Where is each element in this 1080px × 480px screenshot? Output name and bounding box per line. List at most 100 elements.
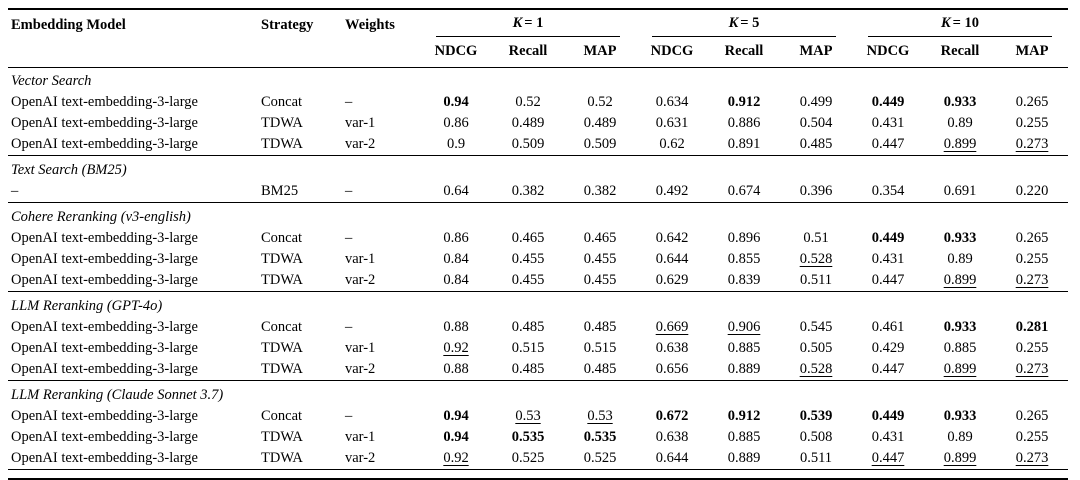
strategy-cell: TDWA bbox=[261, 136, 303, 152]
weights-cell: – bbox=[345, 408, 353, 424]
value-cell: 0.86 bbox=[443, 230, 469, 246]
value-cell: 0.255 bbox=[1015, 429, 1049, 445]
table-row: OpenAI text-embedding-3-large TDWA var-2 0.… bbox=[8, 134, 1068, 156]
weights-cell: var-2 bbox=[345, 272, 376, 288]
value-cell: 0.629 bbox=[655, 272, 689, 288]
section-title-row: Text Search (BM25) bbox=[8, 155, 1069, 181]
model-cell: OpenAI text-embedding-3-large bbox=[11, 340, 198, 356]
col-header-weights: Weights bbox=[342, 9, 420, 68]
model-cell: OpenAI text-embedding-3-large bbox=[11, 429, 198, 445]
weights-cell: – bbox=[345, 94, 353, 110]
strategy-cell: TDWA bbox=[261, 429, 303, 445]
table-row: OpenAI text-embedding-3-large TDWA var-1 0.… bbox=[8, 113, 1068, 134]
strategy-cell: TDWA bbox=[261, 115, 303, 131]
value-cell: 0.642 bbox=[655, 230, 689, 246]
value-cell: 0.273 bbox=[1015, 136, 1049, 152]
strategy-cell: Concat bbox=[261, 94, 303, 110]
value-cell: 0.455 bbox=[511, 251, 545, 267]
table-row: OpenAI text-embedding-3-large Concat – 0.94… bbox=[8, 406, 1068, 427]
k-value: = 1 bbox=[524, 15, 544, 31]
value-cell: 0.485 bbox=[511, 361, 545, 377]
value-cell: 0.265 bbox=[1015, 230, 1049, 246]
value-cell: 0.885 bbox=[727, 429, 761, 445]
value-cell: 0.631 bbox=[655, 115, 689, 131]
table-row: OpenAI text-embedding-3-large TDWA var-2 0.… bbox=[8, 270, 1068, 292]
value-cell: 0.485 bbox=[511, 319, 545, 335]
value-cell: 0.515 bbox=[583, 340, 617, 356]
weights-cell: var-1 bbox=[345, 429, 376, 445]
value-cell: 0.539 bbox=[799, 408, 833, 424]
value-cell: 0.64 bbox=[443, 183, 469, 199]
table-header: Embedding Model Strategy Weights K = 1 K =… bbox=[8, 9, 1069, 68]
value-cell: 0.273 bbox=[1015, 450, 1049, 466]
metric-header-recall: Recall bbox=[708, 37, 780, 68]
strategy-cell: TDWA bbox=[261, 272, 303, 288]
section-title: LLM Reranking (Claude Sonnet 3.7) bbox=[8, 380, 1069, 406]
value-cell: 0.528 bbox=[799, 251, 833, 267]
value-cell: 0.455 bbox=[583, 251, 617, 267]
value-cell: 0.255 bbox=[1015, 340, 1049, 356]
metric-header-row: NDCG Recall MAP NDCG Recall MAP NDCG Rec… bbox=[8, 37, 1069, 68]
value-cell: 0.281 bbox=[1015, 319, 1049, 335]
value-cell: 0.899 bbox=[943, 272, 977, 288]
value-cell: 0.644 bbox=[655, 450, 689, 466]
value-cell: 0.53 bbox=[587, 408, 613, 424]
value-cell: 0.92 bbox=[443, 340, 469, 356]
weights-cell: – bbox=[345, 319, 353, 335]
value-cell: 0.429 bbox=[871, 340, 905, 356]
value-cell: 0.92 bbox=[443, 450, 469, 466]
value-cell: 0.52 bbox=[587, 94, 613, 110]
value-cell: 0.51 bbox=[803, 230, 829, 246]
value-cell: 0.885 bbox=[943, 340, 977, 356]
model-cell: OpenAI text-embedding-3-large bbox=[11, 272, 198, 288]
value-cell: 0.455 bbox=[511, 272, 545, 288]
k-value: = 5 bbox=[740, 15, 760, 31]
value-cell: 0.672 bbox=[655, 408, 689, 424]
k-value: = 10 bbox=[952, 15, 980, 31]
value-cell: 0.89 bbox=[947, 115, 973, 131]
k10-label: K = 10 bbox=[868, 14, 1053, 37]
value-cell: 0.839 bbox=[727, 272, 761, 288]
value-cell: 0.535 bbox=[583, 429, 617, 445]
value-cell: 0.896 bbox=[727, 230, 761, 246]
value-cell: 0.511 bbox=[799, 272, 833, 288]
value-cell: 0.899 bbox=[943, 136, 977, 152]
section-title: Vector Search bbox=[11, 73, 92, 89]
value-cell: 0.933 bbox=[943, 230, 977, 246]
value-cell: 0.889 bbox=[727, 361, 761, 377]
col-header-strategy: Strategy bbox=[258, 9, 342, 68]
model-cell: OpenAI text-embedding-3-large bbox=[11, 450, 198, 466]
k1-label: K = 1 bbox=[436, 14, 620, 37]
value-cell: 0.489 bbox=[511, 115, 545, 131]
value-cell: 0.88 bbox=[443, 319, 469, 335]
metric-header-map: MAP bbox=[780, 37, 852, 68]
weights-cell: var-2 bbox=[345, 450, 376, 466]
value-cell: 0.492 bbox=[655, 183, 689, 199]
value-cell: 0.52 bbox=[515, 94, 541, 110]
value-cell: 0.885 bbox=[727, 340, 761, 356]
value-cell: 0.465 bbox=[511, 230, 545, 246]
value-cell: 0.525 bbox=[583, 450, 617, 466]
model-cell: OpenAI text-embedding-3-large bbox=[11, 115, 198, 131]
value-cell: 0.912 bbox=[727, 408, 761, 424]
table-row: OpenAI text-embedding-3-large TDWA var-1 0.… bbox=[8, 427, 1068, 448]
value-cell: 0.638 bbox=[655, 340, 689, 356]
metric-header-map: MAP bbox=[996, 37, 1069, 68]
metric-header-ndcg: NDCG bbox=[852, 37, 924, 68]
weights-cell: – bbox=[345, 183, 353, 199]
value-cell: 0.525 bbox=[511, 450, 545, 466]
section-title-row: LLM Reranking (GPT-4o) bbox=[8, 291, 1069, 317]
value-cell: 0.431 bbox=[871, 115, 905, 131]
value-cell: 0.53 bbox=[515, 408, 541, 424]
value-cell: 0.84 bbox=[443, 272, 469, 288]
value-cell: 0.511 bbox=[799, 450, 833, 466]
value-cell: 0.509 bbox=[511, 136, 545, 152]
weights-cell: var-1 bbox=[345, 115, 376, 131]
value-cell: 0.933 bbox=[943, 94, 977, 110]
value-cell: 0.899 bbox=[943, 450, 977, 466]
value-cell: 0.886 bbox=[727, 115, 761, 131]
table-row: OpenAI text-embedding-3-large TDWA var-1 0.… bbox=[8, 338, 1068, 359]
value-cell: 0.447 bbox=[871, 361, 905, 377]
k-group-header-k1: K = 1 bbox=[420, 9, 636, 37]
value-cell: 0.273 bbox=[1015, 272, 1049, 288]
